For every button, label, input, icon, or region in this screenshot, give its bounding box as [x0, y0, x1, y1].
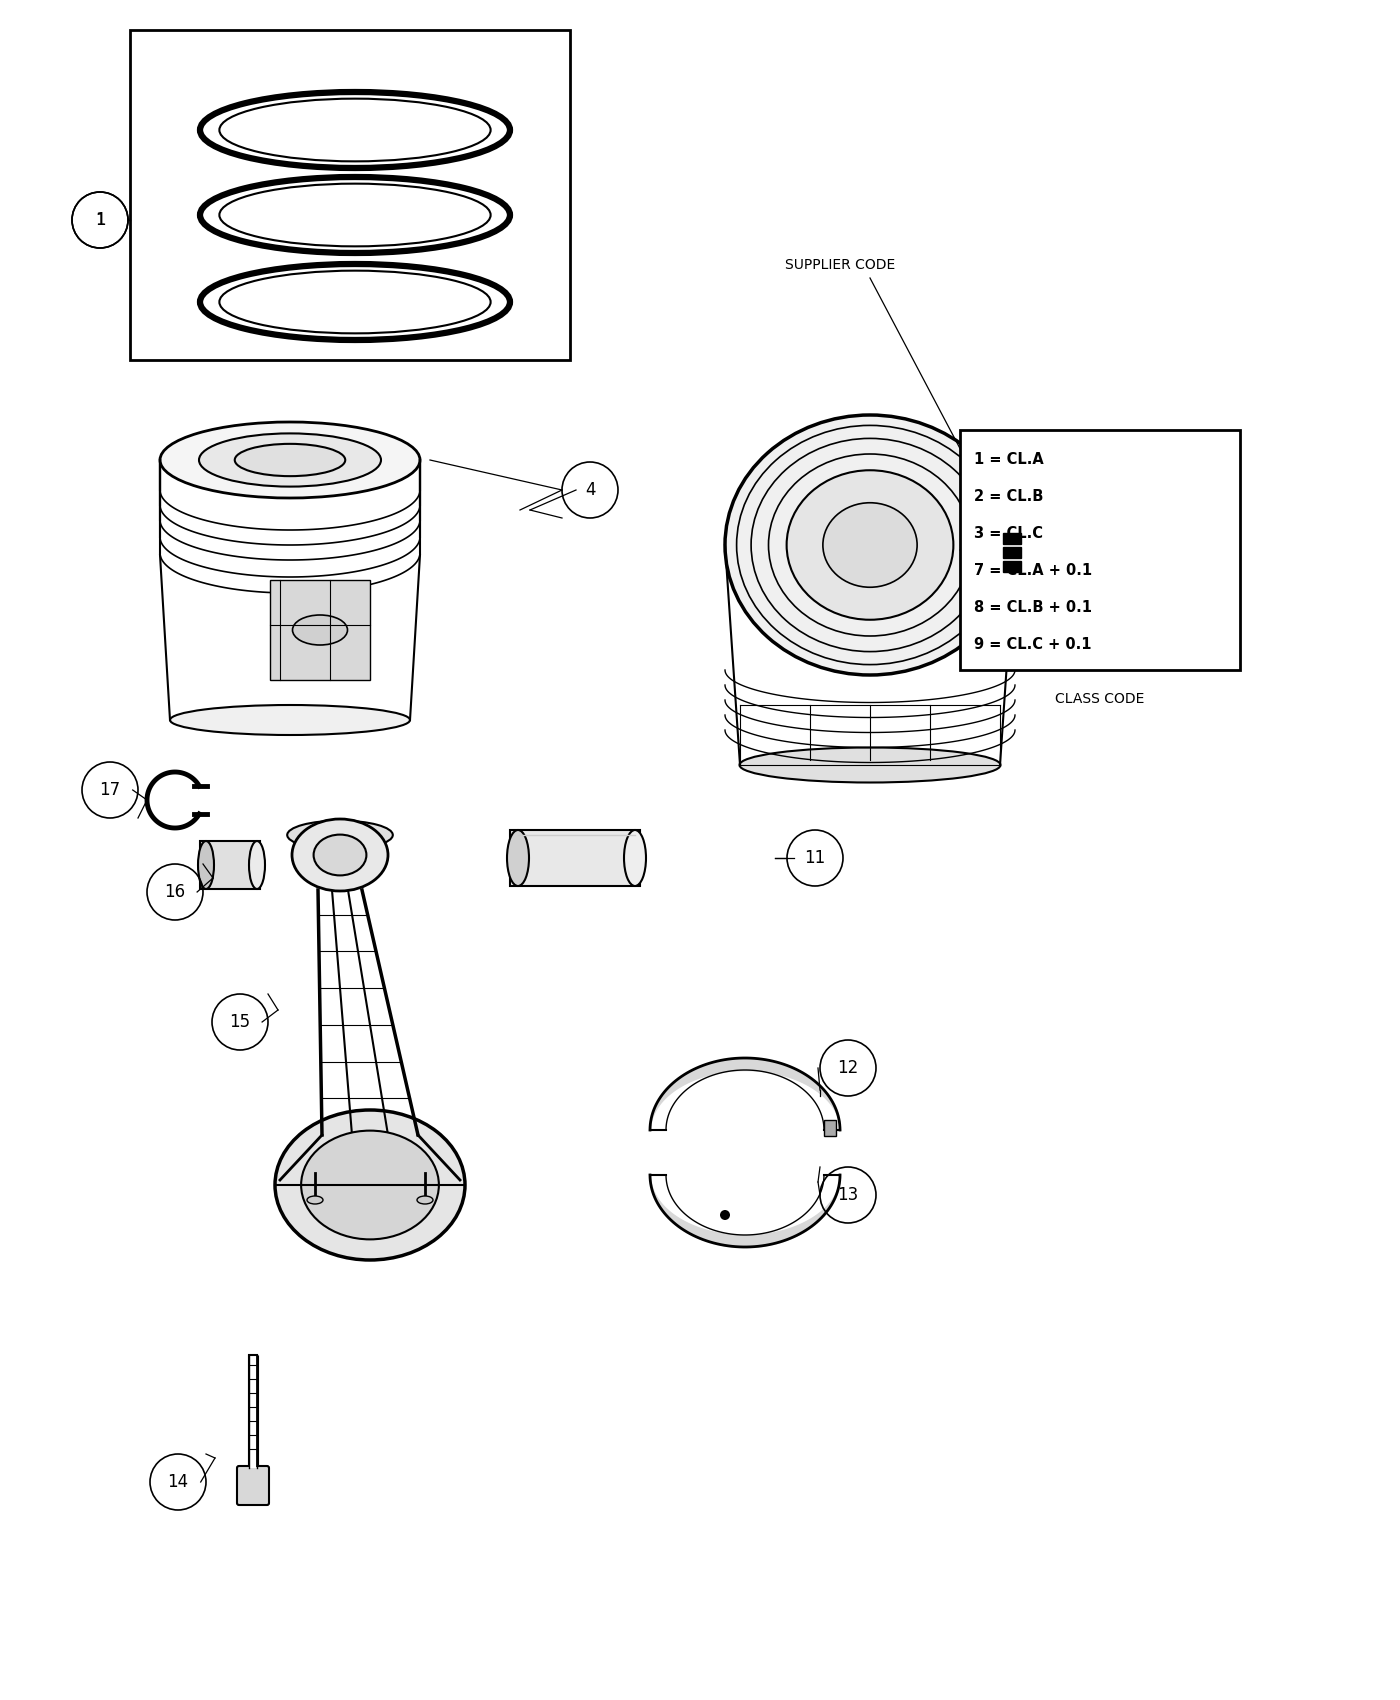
- Ellipse shape: [301, 1130, 438, 1239]
- Text: 16: 16: [164, 882, 186, 901]
- Text: 2 = CL.B: 2 = CL.B: [974, 490, 1043, 503]
- Ellipse shape: [293, 615, 347, 644]
- Bar: [200, 842, 260, 889]
- Bar: [130, 31, 570, 360]
- Ellipse shape: [287, 821, 393, 850]
- Text: 17: 17: [99, 780, 120, 799]
- Ellipse shape: [417, 1197, 433, 1204]
- Text: 11: 11: [805, 848, 826, 867]
- Text: 4: 4: [585, 481, 595, 500]
- Bar: [1002, 547, 1021, 558]
- Ellipse shape: [249, 842, 265, 889]
- Text: 8 = CL.B + 0.1: 8 = CL.B + 0.1: [974, 600, 1092, 615]
- Ellipse shape: [787, 471, 953, 620]
- Ellipse shape: [823, 503, 917, 586]
- Ellipse shape: [169, 706, 410, 734]
- Ellipse shape: [199, 434, 381, 486]
- Text: 12: 12: [837, 1059, 858, 1078]
- Ellipse shape: [739, 748, 1001, 782]
- Polygon shape: [270, 580, 370, 680]
- Text: 15: 15: [230, 1013, 251, 1030]
- Ellipse shape: [507, 830, 529, 886]
- Bar: [825, 1120, 836, 1136]
- Ellipse shape: [274, 1110, 465, 1260]
- Ellipse shape: [624, 830, 645, 886]
- Ellipse shape: [197, 842, 214, 889]
- Text: 13: 13: [837, 1187, 858, 1204]
- Ellipse shape: [293, 819, 388, 891]
- Bar: [960, 430, 1240, 670]
- Text: 9 = CL.C + 0.1: 9 = CL.C + 0.1: [974, 638, 1092, 651]
- Ellipse shape: [235, 444, 346, 476]
- Text: CLASS CODE: CLASS CODE: [1056, 692, 1145, 706]
- Circle shape: [720, 1210, 729, 1221]
- Bar: [510, 830, 640, 886]
- Text: 1: 1: [95, 211, 105, 230]
- Text: 7 = CL.A + 0.1: 7 = CL.A + 0.1: [974, 563, 1092, 578]
- Text: SUPPLIER CODE: SUPPLIER CODE: [785, 258, 895, 272]
- Ellipse shape: [160, 422, 420, 498]
- Bar: [1002, 561, 1021, 571]
- Text: 3 = CL.C: 3 = CL.C: [974, 525, 1043, 541]
- Text: 14: 14: [168, 1472, 189, 1491]
- Ellipse shape: [725, 415, 1015, 675]
- Text: 1: 1: [95, 212, 105, 228]
- FancyBboxPatch shape: [237, 1465, 269, 1505]
- Bar: [1002, 534, 1021, 544]
- Ellipse shape: [307, 1197, 323, 1204]
- Text: 1 = CL.A: 1 = CL.A: [974, 452, 1044, 468]
- Ellipse shape: [314, 835, 367, 876]
